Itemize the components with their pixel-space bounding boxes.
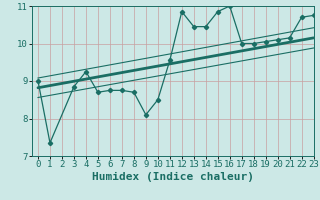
X-axis label: Humidex (Indice chaleur): Humidex (Indice chaleur) [92,172,254,182]
